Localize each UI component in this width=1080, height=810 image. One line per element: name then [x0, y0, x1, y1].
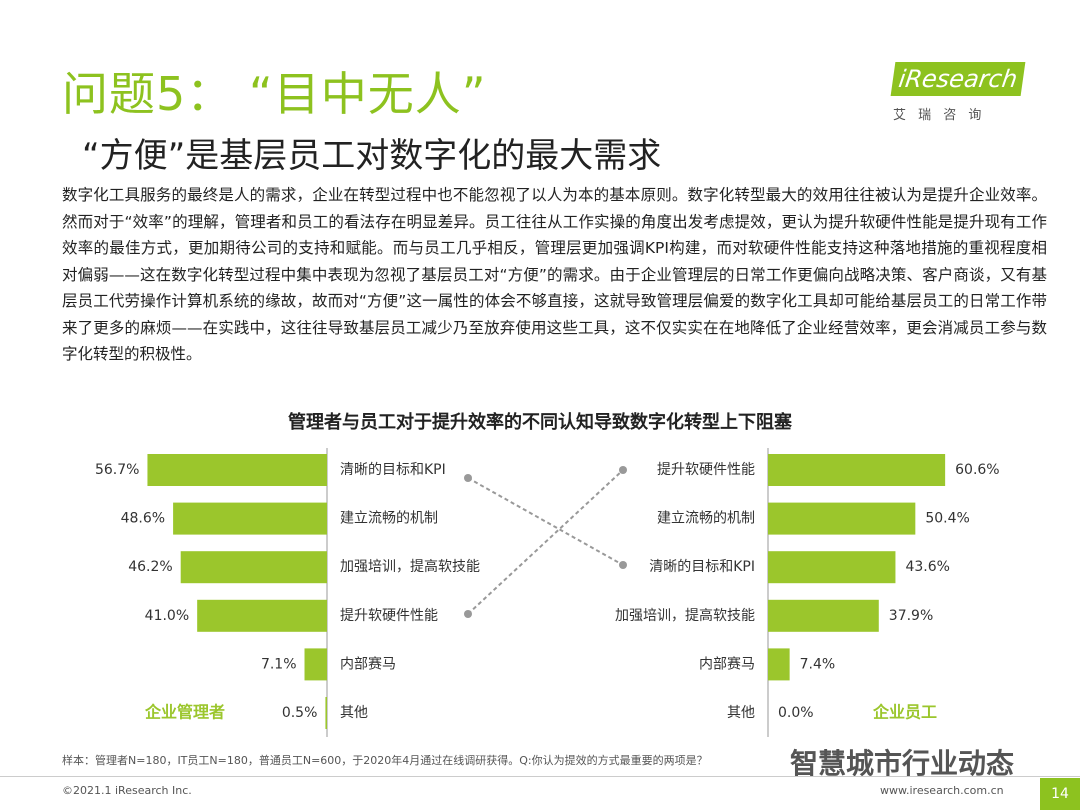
value-label: 7.4% [800, 656, 836, 672]
body-text: 数字化工具服务的最终是人的需求，企业在转型过程中也不能忽视了以人为本的基本原则。… [62, 186, 1047, 363]
value-label: 0.5% [282, 705, 318, 721]
bar [768, 551, 896, 584]
value-label: 0.0% [778, 705, 814, 721]
connector [467, 469, 624, 615]
copyright: ©2021.1 iResearch Inc. [62, 784, 192, 797]
connector-dot [464, 474, 472, 482]
category-label: 加强培训，提高软技能 [615, 607, 755, 624]
category-label: 提升软硬件性能 [340, 608, 438, 624]
value-label: 7.1% [261, 656, 297, 672]
value-label: 60.6% [955, 462, 999, 478]
url: www.iresearch.com.cn [880, 784, 1004, 797]
figure-title: 管理者与员工对于提升效率的不同认知导致数字化转型上下阻塞 [288, 412, 792, 433]
category-label: 加强培训，提高软技能 [340, 558, 480, 575]
connector-dot [619, 466, 627, 474]
title: 问题5： “目中无人” [62, 67, 487, 121]
bar [197, 599, 327, 632]
bar [173, 502, 327, 535]
series-label: 企业管理者 [144, 703, 225, 722]
bar [180, 551, 327, 584]
value-label: 56.7% [95, 462, 139, 478]
category-label: 其他 [727, 705, 755, 721]
category-label: 建立流畅的机制 [657, 511, 755, 527]
bar [304, 648, 327, 681]
value-label: 37.9% [889, 608, 933, 624]
connector-dot [619, 561, 627, 569]
logo-cn: 艾 瑞 咨 询 [893, 108, 986, 123]
category-label: 内部赛马 [699, 656, 755, 672]
category-label: 建立流畅的机制 [340, 511, 438, 527]
value-label: 50.4% [925, 511, 969, 527]
category-label: 清晰的目标和KPI [649, 559, 755, 575]
value-label: 46.2% [128, 559, 172, 575]
connector-dot [464, 610, 472, 618]
bar [147, 454, 327, 486]
page-number: 14 [1040, 778, 1080, 810]
category-label: 提升软硬件性能 [657, 462, 755, 478]
watermark: 智慧城市行业动态 [790, 747, 1015, 780]
bar [768, 502, 916, 535]
category-label: 其他 [340, 705, 368, 721]
subtitle: “方便”是基层员工对数字化的最大需求 [82, 136, 662, 176]
category-label: 清晰的目标和KPI [340, 462, 446, 478]
footnote: 样本：管理者N=180，IT员工N=180，普通员工N=600，于2020年4月… [62, 754, 708, 767]
connectors [464, 466, 627, 618]
category-label: 内部赛马 [340, 656, 396, 672]
value-label: 41.0% [145, 608, 189, 624]
series-label: 企业员工 [872, 703, 937, 722]
value-label: 43.6% [905, 559, 949, 575]
bar [768, 599, 879, 632]
bar [768, 648, 790, 681]
connector [467, 477, 624, 566]
bar [768, 454, 946, 486]
footer-rule [0, 776, 1080, 777]
value-label: 48.6% [121, 511, 165, 527]
bar [325, 697, 327, 729]
